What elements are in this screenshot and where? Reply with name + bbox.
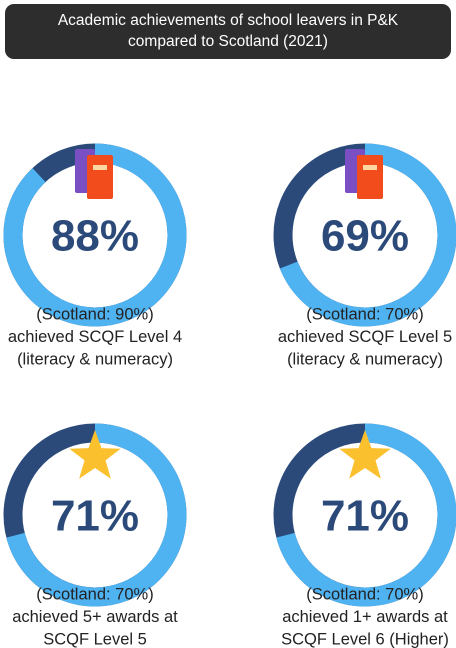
icon	[93, 165, 107, 170]
caption: achieved SCQF Level 5	[278, 328, 452, 346]
caption: (Scotland: 70%)	[306, 305, 423, 323]
caption: achieved SCQF Level 4	[8, 328, 182, 346]
percentage: 69%	[321, 212, 409, 261]
percentage: 71%	[321, 492, 409, 541]
caption: (Scotland: 90%)	[36, 305, 153, 323]
caption: achieved 5+ awards at	[12, 608, 178, 626]
header-title: Academic achievements of school leavers …	[58, 12, 399, 29]
caption: achieved 1+ awards at	[282, 608, 448, 626]
caption: (Scotland: 70%)	[36, 585, 153, 603]
icon	[339, 430, 391, 479]
caption: SCQF Level 5	[43, 630, 147, 648]
caption: (literacy & numeracy)	[17, 350, 173, 368]
header-box	[5, 4, 451, 59]
percentage: 71%	[51, 492, 139, 541]
icon	[87, 155, 113, 199]
icon	[69, 430, 121, 479]
header-title: compared to Scotland (2021)	[128, 33, 328, 50]
caption: (literacy & numeracy)	[287, 350, 443, 368]
icon	[363, 165, 377, 170]
icon	[357, 155, 383, 199]
percentage: 88%	[51, 212, 139, 261]
caption: SCQF Level 6 (Higher)	[281, 630, 449, 648]
caption: (Scotland: 70%)	[306, 585, 423, 603]
